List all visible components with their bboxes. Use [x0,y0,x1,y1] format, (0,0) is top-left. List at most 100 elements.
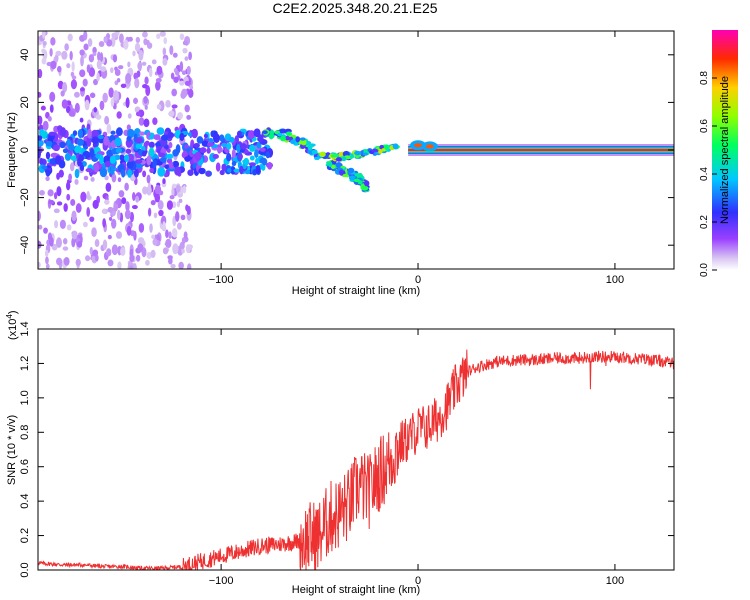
spectrogram-blob [40,130,49,139]
colorbar-label: Normalized spectral amplitude [719,76,731,224]
spectrogram-blob [173,160,179,168]
spectrogram-blob [48,131,57,136]
spectrogram-blob [94,239,100,248]
y-tick-label: 1.2 [19,356,31,371]
spectrogram-blob [178,261,184,269]
spectrogram-blob [143,118,150,128]
spectrogram-blob [142,84,148,89]
spectrogram-blob [66,193,71,201]
spectrogram-blob [129,211,135,223]
spectrogram-blob [176,201,181,208]
spectrogram-blob [135,143,142,149]
spectrogram-blob [249,155,255,161]
spectrogram-blob [51,243,58,251]
spectrogram-blob [41,165,48,170]
spectrogram-blob [265,151,271,159]
spectrogram-blob [215,162,221,172]
y-tick-label: 20 [19,96,31,108]
spectrogram-blob [106,39,113,47]
spectrogram-blob [187,263,192,269]
spectrogram-blob [71,61,75,72]
spectrogram-blob [194,151,202,161]
spectrogram-blob [117,65,124,70]
spectrogram-blob [55,50,62,56]
spectrogram-blob [154,184,162,195]
snr-scale-factor: (x104) [5,310,19,340]
spectrogram-blob [115,147,123,154]
spectrogram-blob [127,61,131,68]
spectrogram-blob [63,257,70,266]
spectrogram-blob [148,147,155,158]
spectrogram-blob [97,134,104,140]
spectrogram-blob [95,114,102,120]
spectrogram-blob [338,169,344,176]
spectrogram-blob [48,199,55,205]
spectrogram-blob [138,223,145,233]
spectrogram-blob [47,189,54,197]
spectrogram-blob [38,115,43,125]
spectrogram-blob [279,128,287,134]
spectrogram-blob [96,72,100,82]
spectrogram-blob [124,182,129,191]
spectrogram-blob [74,102,80,114]
spectrogram-blob [70,79,77,90]
spectrogram-blob [80,191,87,203]
colorbar-ticks: 0.0 0.2 0.4 0.6 0.8 [699,71,717,277]
spectrogram-blob [107,234,112,240]
spectrogram-blob [111,32,118,39]
spectrogram-blob [104,160,111,168]
colorbar-tick-label: 0.6 [699,119,710,133]
spectrogram-blob [89,92,96,99]
spectrogram-blob [111,218,117,229]
spectrogram-blob [90,177,95,182]
spectrogram-blob [184,80,191,86]
spectrogram-blob [226,168,232,173]
spectrogram-blob [49,91,56,102]
spectrogram-blob [54,220,59,229]
spectrogram-blob [247,130,256,139]
spectrogram-blob [256,142,261,149]
carrier-core [408,148,674,152]
spectrogram-blob [184,56,189,61]
spectrogram-blob [98,40,105,48]
spectrogram-blob [69,162,75,172]
spectrogram-blob [110,98,115,107]
spectrogram-blob [138,131,146,136]
spectrogram-blob [361,185,369,191]
spectrogram-blob [253,128,261,138]
spectrogram-blob [39,157,44,165]
spectrogram-blob [146,155,152,166]
spectrogram-blob [236,144,241,153]
spectrogram-blob [186,65,191,75]
y-tick-label: 0.8 [19,425,31,440]
spectrogram-blob [90,129,99,140]
spectrogram-blob [174,166,181,176]
spectrogram-blob [50,60,57,70]
spectrogram-blob [181,88,188,98]
spectrogram-blob [112,54,118,63]
spectrogram-blob [77,128,84,139]
spectrogram-blob [147,207,152,217]
spectrogram-blob [106,123,112,134]
spectrogram-panel: −100 0 100 −40 −20 0 20 40 Height of straight l… [6,30,675,297]
spectrogram-blob [226,153,232,162]
spectrogram-blob [172,243,179,255]
spectrogram-blob [38,224,43,230]
spectrogram-blob [131,204,138,210]
spectrogram-blob [111,173,117,183]
spectrogram-blob [115,127,123,137]
spectrogram-blob [133,72,139,80]
spectrogram-blob [62,82,68,93]
spectrogram-blob [162,221,166,231]
spectrogram-blob [92,52,97,57]
spectrogram-blob [84,99,90,111]
spectrogram-blob [99,100,105,111]
spectrogram-blob [171,104,178,109]
spectrogram-blob [135,36,141,43]
spectrogram-blob [43,227,48,234]
spectrogram-blob [108,216,113,221]
spectrogram-blob [248,144,256,152]
spectrogram-blob [157,166,166,177]
spectrogram-blob [144,76,149,85]
spectrogram-blob [118,190,125,198]
